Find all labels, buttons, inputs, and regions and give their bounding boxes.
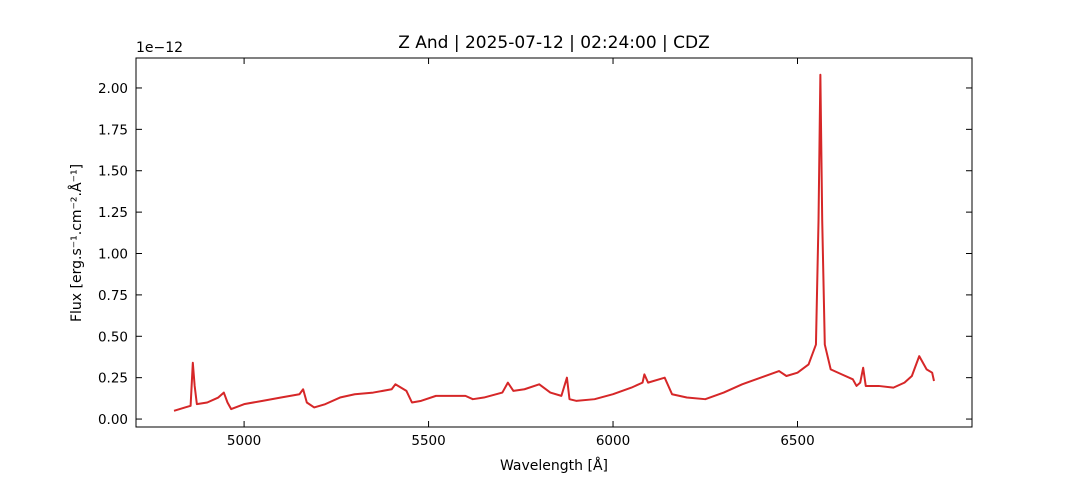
y-tick-label: 0.75 — [98, 288, 128, 304]
x-tick-label: 6500 — [780, 433, 814, 449]
chart-title: Z And | 2025-07-12 | 02:24:00 | CDZ — [398, 33, 710, 53]
y-tick-label: 2.00 — [98, 81, 128, 97]
x-tick-label: 5500 — [411, 433, 445, 449]
y-tick-label: 0.50 — [98, 329, 128, 345]
y-tick-label: 1.75 — [98, 122, 128, 138]
y-tick-label: 1.50 — [98, 164, 128, 180]
y-tick-label: 1.25 — [98, 205, 128, 221]
x-tick-label: 6000 — [596, 433, 630, 449]
plot-frame — [135, 57, 973, 428]
y-offset-label: 1e−12 — [136, 40, 183, 56]
y-axis-label: Flux [erg.s⁻¹.cm⁻².Å⁻¹] — [68, 164, 85, 322]
y-tick-label: 0.00 — [98, 412, 128, 428]
x-axis-label: Wavelength [Å] — [500, 457, 608, 474]
x-tick-label: 5000 — [227, 433, 261, 449]
y-tick-label: 0.25 — [98, 371, 128, 387]
y-tick-label: 1.00 — [98, 247, 128, 263]
spectrum-line — [173, 73, 935, 412]
